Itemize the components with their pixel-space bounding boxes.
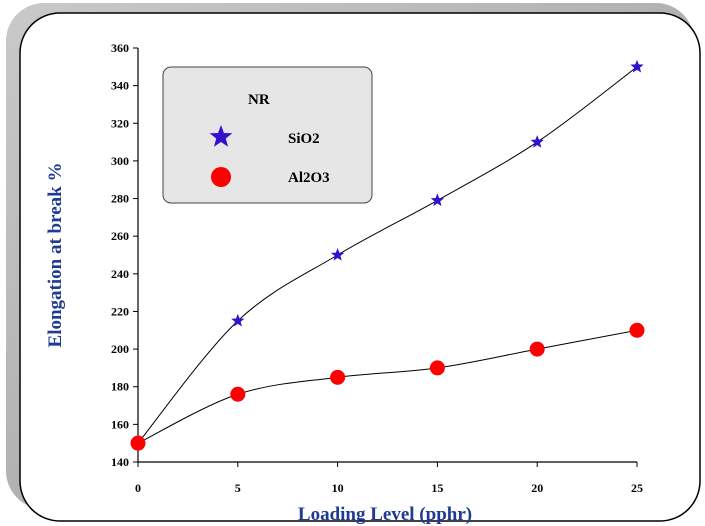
legend-star-marker xyxy=(209,125,233,147)
data-point-sio2 xyxy=(231,313,245,327)
x-tick-label: 0 xyxy=(135,481,141,495)
y-tick-label: 240 xyxy=(111,267,129,281)
data-point-al2o3 xyxy=(629,322,645,338)
series-line-sio2 xyxy=(137,66,638,444)
series-layer xyxy=(130,59,645,451)
data-point-al2o3 xyxy=(330,369,346,385)
data-point-al2o3 xyxy=(429,360,445,376)
y-tick-label: 140 xyxy=(111,455,129,469)
y-tick-label: 340 xyxy=(111,79,129,93)
data-point-sio2 xyxy=(630,59,644,73)
legend-circle-marker xyxy=(211,167,231,187)
y-tick-label: 200 xyxy=(111,342,129,356)
legend-box xyxy=(162,66,373,204)
legend: NR SiO2 Al2O3 xyxy=(162,66,373,204)
legend-title: NR xyxy=(248,92,270,108)
y-tick-label: 260 xyxy=(111,229,129,243)
data-point-sio2 xyxy=(430,193,445,207)
x-axis-title: Loading Level (pphr) xyxy=(298,504,472,525)
y-tick-label: 360 xyxy=(111,41,129,55)
x-tick-label: 25 xyxy=(631,481,643,495)
x-tick-label: 15 xyxy=(431,481,443,495)
x-tick-label: 5 xyxy=(235,481,241,495)
data-point-sio2 xyxy=(530,135,544,148)
y-tick-label: 320 xyxy=(111,116,129,130)
y-tick-label: 180 xyxy=(111,380,129,394)
legend-label-sio2: SiO2 xyxy=(288,131,320,147)
y-tick-label: 160 xyxy=(111,417,129,431)
y-tick-label: 300 xyxy=(111,154,129,168)
x-tick-label: 20 xyxy=(531,481,543,495)
data-point-sio2 xyxy=(330,248,345,261)
y-tick-label: 220 xyxy=(111,304,129,318)
data-point-al2o3 xyxy=(529,341,545,357)
data-point-al2o3 xyxy=(230,386,246,402)
x-ticks: 0 5 10 15 20 25 xyxy=(135,462,643,495)
data-point-al2o3 xyxy=(130,435,146,451)
y-axis-title: Elongation at break % xyxy=(45,163,66,348)
legend-label-al2o3: Al2O3 xyxy=(288,170,330,186)
y-tick-label: 280 xyxy=(111,192,129,206)
x-tick-label: 10 xyxy=(332,481,344,495)
y-ticks: 140 160 180 200 220 240 260 280 300 320 340 360 xyxy=(111,41,138,469)
series-line-al2o3 xyxy=(137,329,638,444)
